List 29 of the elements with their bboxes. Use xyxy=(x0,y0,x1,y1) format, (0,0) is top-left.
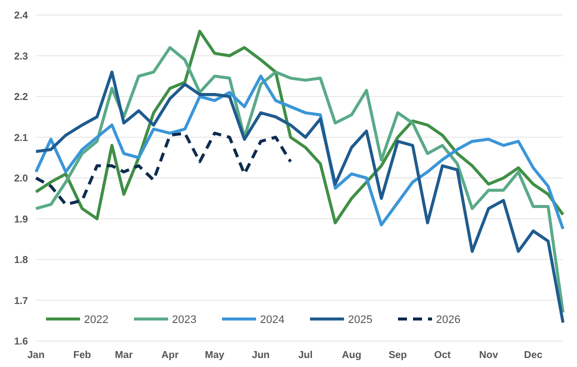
x-tick-label: Apr xyxy=(161,350,179,361)
line-series xyxy=(34,30,564,224)
x-tick-label: Mar xyxy=(114,350,133,361)
x-tick-label: Aug xyxy=(342,350,362,361)
x-tick-label: Nov xyxy=(479,350,498,361)
y-tick-label: 2.4 xyxy=(14,10,28,22)
x-tick-label: Feb xyxy=(73,350,92,361)
x-tick-label: May xyxy=(204,350,225,361)
x-tick-label: Sep xyxy=(388,350,407,361)
y-tick-label: 2.3 xyxy=(14,51,28,62)
line-series xyxy=(34,74,564,230)
legend-label: 2022 xyxy=(84,314,108,326)
x-tick-label: Oct xyxy=(434,350,452,361)
y-tick-label: 2.1 xyxy=(14,132,28,144)
x-tick-label: Jun xyxy=(252,350,270,361)
y-tick-label: 2.0 xyxy=(14,174,28,184)
x-tick-label: Jul xyxy=(298,350,313,361)
legend-label: 2026 xyxy=(436,314,460,326)
y-tick-label: 1.7 xyxy=(14,296,28,307)
legend-label: 2025 xyxy=(348,314,372,326)
y-tick-label: 1.9 xyxy=(14,214,28,226)
y-tick-label: 1.6 xyxy=(14,336,28,348)
legend-label: 2023 xyxy=(172,314,196,326)
line-series xyxy=(34,132,292,206)
x-tick-label: Dec xyxy=(524,350,543,361)
legend-label: 2024 xyxy=(260,314,284,326)
y-tick-label: 2.2 xyxy=(14,92,28,103)
y-tick-label: 1.8 xyxy=(14,255,28,266)
x-tick-label: Jan xyxy=(27,350,45,361)
